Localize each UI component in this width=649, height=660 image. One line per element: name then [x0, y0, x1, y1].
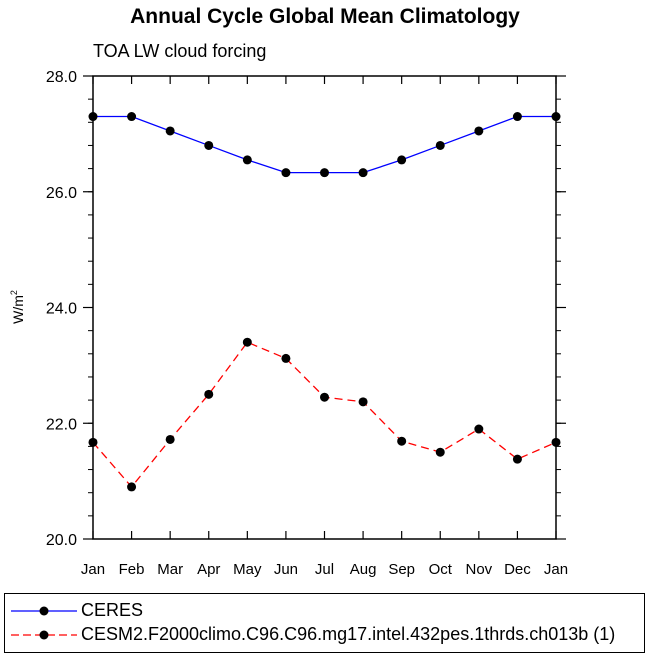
series-line-1	[92, 341, 557, 488]
x-tick-label: Jan	[544, 561, 568, 578]
axis-ticks	[83, 75, 566, 540]
series-0-point	[165, 126, 175, 136]
series-1-point	[204, 389, 214, 399]
series-line-0	[93, 115, 556, 174]
x-tick-label: Aug	[350, 561, 377, 578]
legend-swatch-ceres	[11, 606, 77, 616]
series-0-point	[281, 168, 291, 178]
y-axis-label: W/m2	[9, 290, 26, 324]
series-0-point	[474, 126, 484, 136]
series-1-point	[281, 353, 291, 363]
y-tick-label: 22.0	[46, 416, 77, 433]
series-0-point	[435, 140, 445, 150]
plot-frame	[92, 75, 557, 540]
y-tick-label: 26.0	[46, 185, 77, 202]
series-1-point	[242, 337, 252, 347]
series-1-point	[358, 397, 368, 407]
series-1-point	[474, 424, 484, 434]
legend: CERES CESM2.F2000climo.C96.C96.mg17.inte…	[4, 593, 645, 653]
x-tick-label: Feb	[119, 561, 145, 578]
series-1-point	[127, 482, 137, 492]
series-0-point	[397, 155, 407, 165]
y-tick-label: 20.0	[46, 532, 77, 549]
chart-title: Annual Cycle Global Mean Climatology	[130, 5, 520, 28]
series-1-point	[397, 436, 407, 446]
line-chart: Annual Cycle Global Mean Climatology TOA…	[9, 5, 568, 578]
series-1-point	[435, 447, 445, 457]
series-points	[88, 112, 561, 492]
series-1-point	[165, 434, 175, 444]
series-0-point	[88, 112, 98, 122]
x-tick-label: Nov	[465, 561, 492, 578]
legend-item-ceres: CERES	[5, 599, 644, 623]
series-1-point	[512, 454, 522, 464]
x-tick-labels: Jan Feb Mar Apr May Jun Jul Aug Sep Oct Nov Dec Jan	[81, 561, 568, 578]
series-1-point	[551, 437, 561, 447]
series-0-point	[242, 155, 252, 165]
series-0-point	[551, 112, 561, 122]
series-0-point	[358, 168, 368, 178]
series-0-point	[127, 112, 137, 122]
x-tick-label: Mar	[157, 561, 183, 578]
x-tick-label: Apr	[197, 561, 220, 578]
series-1-point	[320, 392, 329, 402]
y-tick-label: 24.0	[46, 301, 77, 318]
x-tick-label: May	[233, 561, 262, 578]
chart-subtitle: TOA LW cloud forcing	[93, 41, 266, 61]
y-tick-labels: 20.0 22.0 24.0 26.0 28.0	[46, 69, 77, 549]
legend-label-ceres: CERES	[81, 600, 144, 620]
x-tick-label: Jan	[81, 561, 105, 578]
x-tick-label: Jul	[315, 561, 334, 578]
series-1-point	[88, 437, 98, 447]
x-tick-label: Sep	[388, 561, 415, 578]
y-tick-label: 28.0	[46, 69, 77, 86]
legend-label-cesm2: CESM2.F2000climo.C96.C96.mg17.intel.432p…	[81, 624, 616, 644]
series-0-point	[512, 112, 522, 122]
series-0-point	[320, 168, 329, 178]
series-0-point	[204, 140, 214, 150]
x-tick-label: Dec	[504, 561, 531, 578]
legend-item-cesm2: CESM2.F2000climo.C96.C96.mg17.intel.432p…	[5, 623, 644, 647]
x-tick-label: Oct	[429, 561, 453, 578]
legend-swatch-cesm2	[11, 630, 77, 640]
x-tick-label: Jun	[274, 561, 298, 578]
